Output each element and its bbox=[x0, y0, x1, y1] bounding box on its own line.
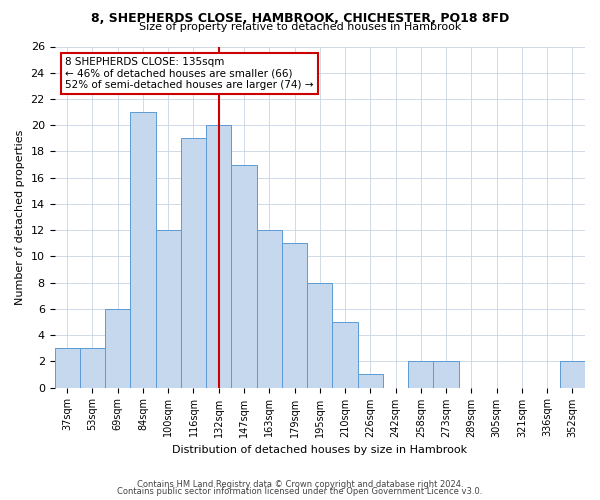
Bar bbox=[358, 374, 383, 388]
Bar bbox=[105, 309, 130, 388]
Text: Size of property relative to detached houses in Hambrook: Size of property relative to detached ho… bbox=[139, 22, 461, 32]
Y-axis label: Number of detached properties: Number of detached properties bbox=[15, 130, 25, 304]
Bar bbox=[155, 230, 181, 388]
Bar bbox=[80, 348, 105, 388]
Text: 8, SHEPHERDS CLOSE, HAMBROOK, CHICHESTER, PO18 8FD: 8, SHEPHERDS CLOSE, HAMBROOK, CHICHESTER… bbox=[91, 12, 509, 26]
Text: 8 SHEPHERDS CLOSE: 135sqm
← 46% of detached houses are smaller (66)
52% of semi-: 8 SHEPHERDS CLOSE: 135sqm ← 46% of detac… bbox=[65, 56, 314, 90]
Bar bbox=[257, 230, 282, 388]
Bar bbox=[181, 138, 206, 388]
Bar bbox=[232, 164, 257, 388]
Bar bbox=[307, 282, 332, 388]
Text: Contains HM Land Registry data © Crown copyright and database right 2024.: Contains HM Land Registry data © Crown c… bbox=[137, 480, 463, 489]
Bar bbox=[332, 322, 358, 388]
Bar bbox=[130, 112, 155, 388]
Bar bbox=[206, 125, 232, 388]
Bar bbox=[55, 348, 80, 388]
Bar bbox=[282, 244, 307, 388]
Bar bbox=[560, 362, 585, 388]
Text: Contains public sector information licensed under the Open Government Licence v3: Contains public sector information licen… bbox=[118, 487, 482, 496]
Bar bbox=[408, 362, 433, 388]
Bar bbox=[433, 362, 458, 388]
X-axis label: Distribution of detached houses by size in Hambrook: Distribution of detached houses by size … bbox=[172, 445, 467, 455]
